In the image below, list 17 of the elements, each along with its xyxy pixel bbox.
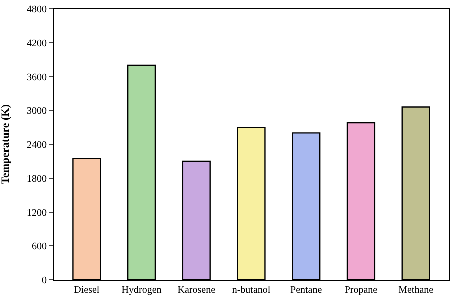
x-tick-label: Diesel [74, 285, 100, 296]
x-tick-label: Hydrogen [122, 285, 162, 296]
y-tick-label: 1800 [27, 174, 47, 185]
x-tick-label: Methane [398, 285, 434, 296]
y-tick-label: 0 [42, 276, 47, 286]
y-tick-label: 3000 [27, 106, 47, 118]
y-axis-title: Temperature (K) [0, 104, 12, 184]
x-tick-label: Karosene [178, 285, 216, 296]
y-tick-label: 600 [32, 242, 47, 253]
x-tick-label: n-butanol [232, 285, 271, 296]
x-tick-label: Propane [344, 285, 378, 296]
y-tick-label: 4800 [27, 4, 47, 16]
x-tick-label: Pentane [290, 285, 323, 296]
y-tick-label: 3600 [27, 72, 47, 84]
y-tick-label: 4200 [27, 38, 47, 50]
y-tick-label: 2400 [27, 140, 47, 151]
y-tick-label: 1200 [27, 208, 47, 219]
